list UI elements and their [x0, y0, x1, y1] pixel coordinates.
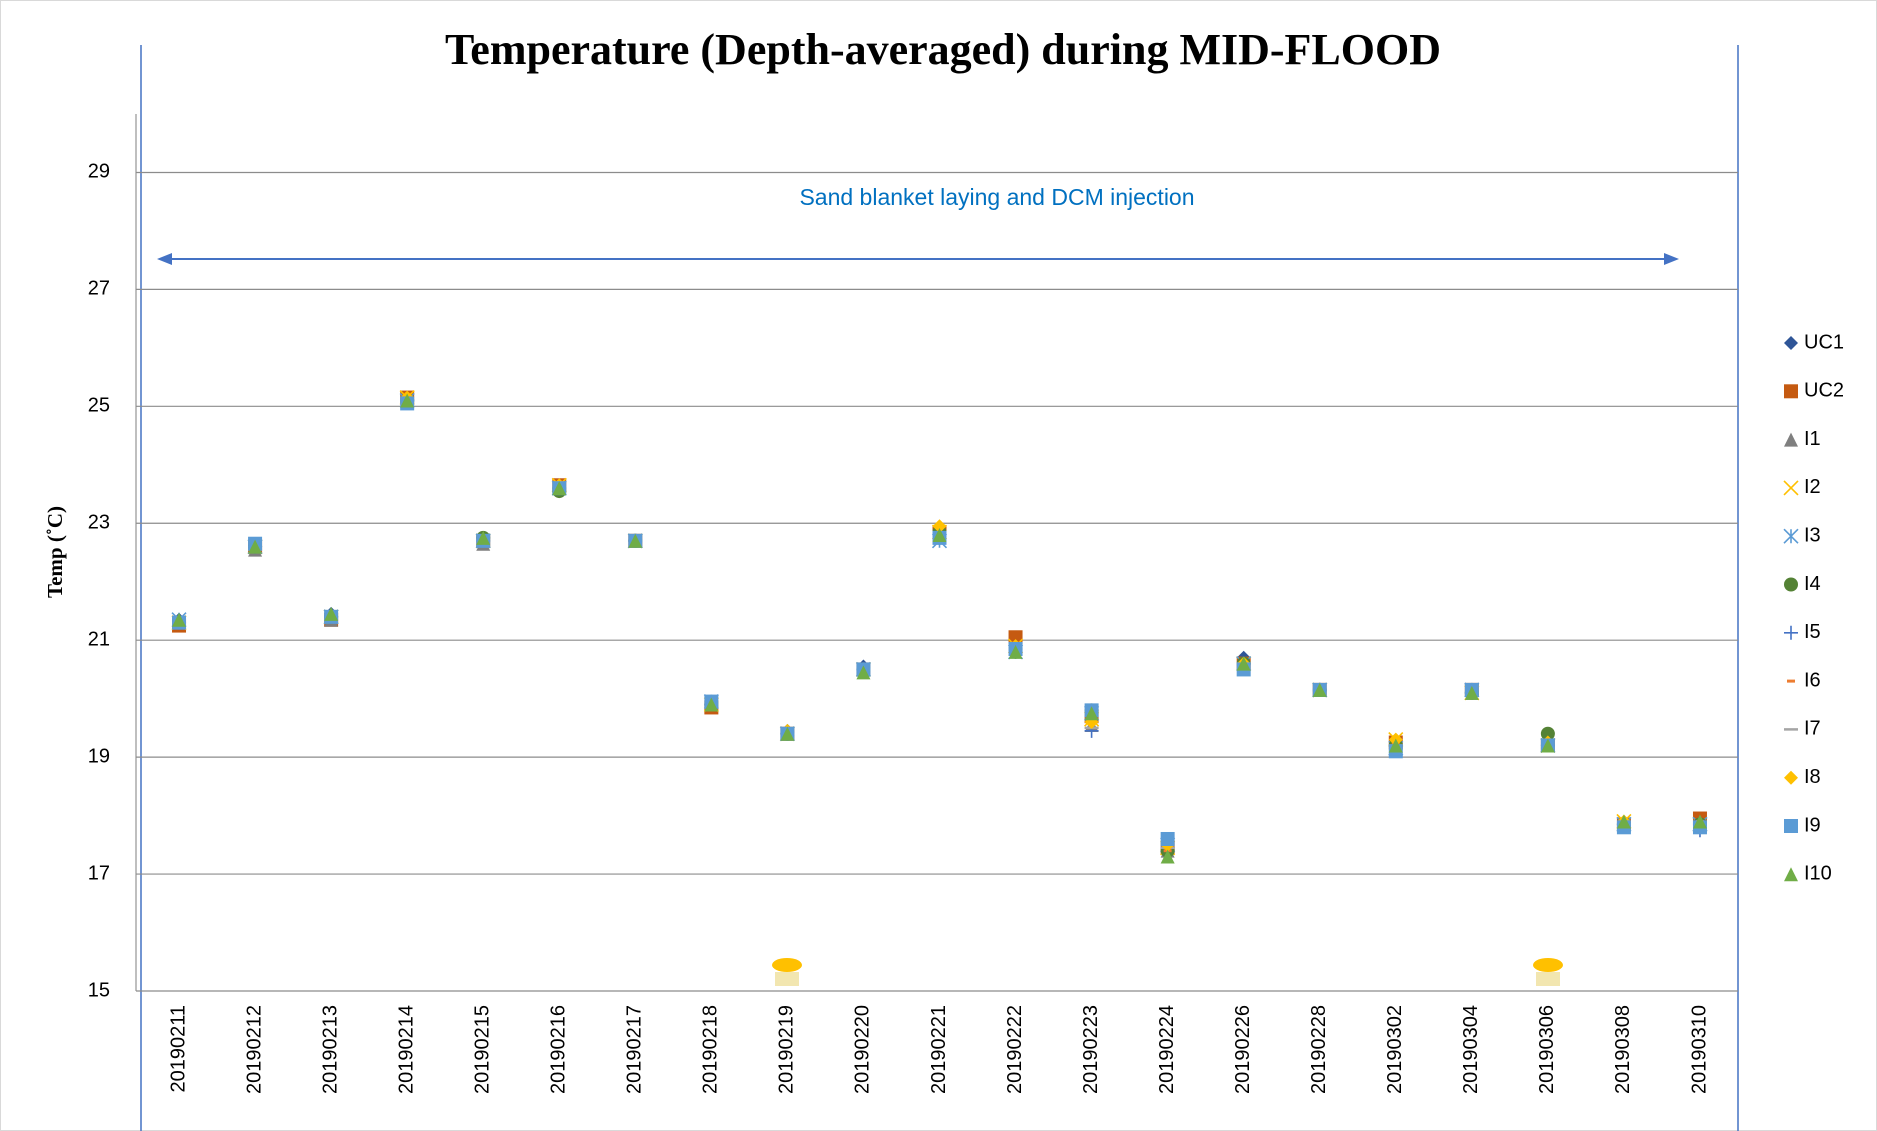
data-point — [552, 481, 567, 496]
data-point — [1616, 814, 1631, 829]
x-tick-label: 20190302 — [1384, 1005, 1406, 1094]
legend-marker — [1784, 577, 1798, 592]
weather-icon — [772, 958, 1563, 986]
x-tick-label: 20190226 — [1232, 1005, 1254, 1094]
arrow-head — [157, 253, 172, 265]
arrow-head — [1664, 253, 1679, 265]
legend-label: I1 — [1804, 428, 1821, 450]
legend-label: I5 — [1804, 621, 1821, 643]
data-point — [1312, 682, 1327, 697]
legend-marker — [1784, 819, 1798, 833]
data-point — [476, 530, 491, 545]
y-tick-label: 15 — [88, 979, 110, 1001]
x-tick-label: 20190222 — [1004, 1005, 1026, 1094]
data-point — [1388, 738, 1403, 753]
legend-label: I9 — [1804, 814, 1821, 836]
x-tick-label: 20190228 — [1308, 1005, 1330, 1094]
data-point — [1008, 630, 1023, 645]
x-tick-label: 20190215 — [471, 1005, 493, 1094]
x-tick-label: 20190218 — [700, 1005, 722, 1094]
data-point — [932, 519, 947, 534]
data-point — [856, 665, 871, 680]
x-tick-label: 20190306 — [1536, 1005, 1558, 1094]
y-tick-label: 17 — [88, 862, 110, 884]
data-point — [1160, 849, 1175, 864]
x-tick-label: 20190217 — [624, 1005, 646, 1094]
data-point — [932, 527, 947, 542]
annotation-arrow — [157, 253, 1679, 265]
data-point — [1008, 644, 1023, 659]
x-tick-label: 20190308 — [1612, 1005, 1634, 1094]
chart-title: Temperature (Depth-averaged) during MID-… — [445, 25, 1441, 74]
legend-marker — [1783, 528, 1799, 544]
x-tick-label: 20190304 — [1460, 1005, 1482, 1094]
legend-marker — [1783, 480, 1799, 496]
x-tick-label: 20190224 — [1156, 1005, 1178, 1094]
x-tick-label: 20190214 — [395, 1005, 417, 1094]
legend-label: I8 — [1804, 766, 1821, 788]
data-point — [704, 697, 719, 712]
legend-marker — [1784, 867, 1798, 882]
data-point — [1236, 656, 1251, 671]
x-tick-label: 20190219 — [776, 1005, 798, 1094]
x-tick-label: 20190220 — [852, 1005, 874, 1094]
y-tick-label: 27 — [88, 278, 110, 300]
y-tick-label: 29 — [88, 161, 110, 183]
y-tick-label: 23 — [88, 512, 110, 534]
annotation: Sand blanket laying and DCM injection — [799, 184, 1194, 210]
y-axis-label: Temp (˚C) — [43, 506, 67, 598]
x-tick-label: 20190211 — [167, 1005, 189, 1093]
x-tick-label: 20190212 — [243, 1005, 265, 1094]
x-tick-label: 20190216 — [548, 1005, 570, 1094]
x-tick-label: 20190221 — [928, 1005, 950, 1094]
data-point — [248, 539, 263, 554]
legend-label: UC1 — [1804, 331, 1844, 353]
data-point — [1692, 814, 1707, 829]
legend-label: UC2 — [1804, 380, 1844, 402]
y-tick-label: 19 — [88, 745, 110, 767]
data-point — [1084, 706, 1099, 721]
legend-label: I2 — [1804, 476, 1821, 498]
legend-label: I4 — [1804, 573, 1821, 595]
data-point — [400, 393, 415, 408]
legend-label: I3 — [1804, 524, 1821, 546]
legend-marker — [1784, 336, 1798, 350]
x-tick-label: 20190223 — [1080, 1005, 1102, 1094]
legend-label: I10 — [1804, 863, 1832, 885]
data-point — [1464, 685, 1479, 700]
data-point — [1540, 726, 1555, 741]
data-point — [172, 612, 187, 627]
data-point — [1160, 831, 1175, 846]
data-point — [780, 726, 795, 741]
legend-label: I7 — [1804, 718, 1821, 740]
legend-marker — [1784, 770, 1798, 785]
legend-marker — [1784, 625, 1798, 640]
data-point — [1540, 738, 1555, 753]
legend-marker — [1784, 384, 1798, 399]
y-tick-label: 25 — [88, 395, 110, 417]
legend-marker — [1784, 432, 1798, 447]
data-point — [628, 533, 643, 548]
x-tick-label: 20190213 — [319, 1005, 341, 1094]
legend-label: I6 — [1804, 669, 1821, 691]
x-tick-label: 20190310 — [1688, 1005, 1710, 1094]
data-point — [324, 606, 339, 621]
y-tick-label: 21 — [88, 628, 110, 650]
